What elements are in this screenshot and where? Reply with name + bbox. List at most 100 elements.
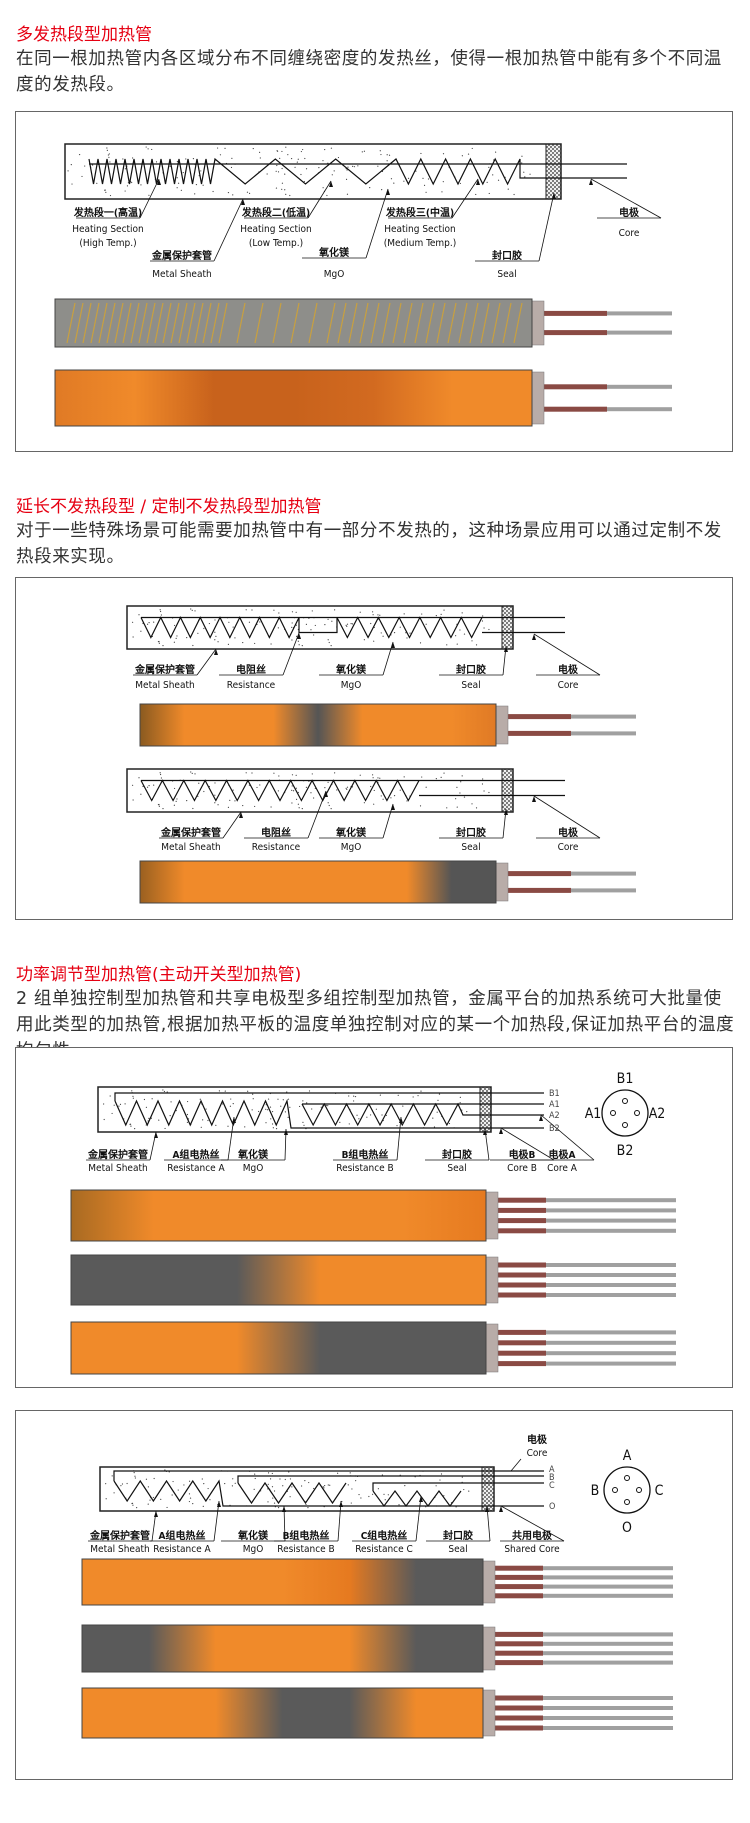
mgo-powder-dot <box>258 1110 260 1113</box>
heater-tube-photo <box>140 704 496 746</box>
mgo-powder-dot <box>291 639 293 641</box>
mgo-powder-dot <box>216 147 219 149</box>
tube-end-cap <box>482 1560 496 1604</box>
wire-lead <box>546 1351 676 1356</box>
mgo-powder-dot <box>443 609 445 611</box>
leader-line <box>196 648 217 676</box>
cold-zone-diagram: 金属保护套管 Metal Sheath 电阻丝 Resistance 氧化镁 MgO 封口胶… <box>126 605 636 904</box>
heater-tube-photo <box>55 370 532 426</box>
mgo-powder-dot <box>180 189 182 191</box>
mgo-powder-dot <box>381 1474 383 1476</box>
mgo-powder-dot <box>169 165 171 167</box>
mgo-powder-dot <box>217 641 219 643</box>
mgo-powder-dot <box>227 1125 229 1127</box>
core-wire-a <box>113 1470 544 1481</box>
mgo-powder-dot <box>363 802 365 804</box>
leader-line <box>337 1500 342 1542</box>
leader-arrow <box>217 1501 221 1507</box>
mgo-powder-dot <box>295 774 297 776</box>
mgo-powder-dot <box>488 166 490 168</box>
wire-insulation <box>494 1350 546 1356</box>
mgo-powder-dot <box>159 609 161 611</box>
section-title-multi-zone: 多发热段型加热管 <box>16 25 152 45</box>
label-en: Resistance A <box>167 1163 225 1174</box>
mgo-powder-dot <box>320 1106 322 1108</box>
mgo-powder-dot <box>369 187 371 189</box>
mgo-powder-dot <box>346 623 349 625</box>
metal-sheath-outline <box>126 768 514 813</box>
mgo-powder-dot <box>475 644 478 646</box>
mgo-powder-dot <box>133 1471 135 1474</box>
diagram-group: 发热段一(高温) Heating Section (High Temp.) 金属保护套… <box>54 143 672 427</box>
mgo-powder-dot <box>296 161 298 163</box>
terminal-pin <box>624 1499 630 1505</box>
leader-arrow <box>154 1511 158 1517</box>
mgo-powder-dot <box>459 1102 461 1104</box>
mgo-powder-dot <box>176 635 178 637</box>
wire-insulation <box>491 1641 543 1647</box>
mgo-powder-dot <box>346 788 348 790</box>
leader-arrow <box>232 1117 236 1123</box>
mgo-powder-dot <box>227 191 230 194</box>
mgo-powder-dot <box>305 623 307 625</box>
label-cn: B组电热丝 <box>342 1148 389 1161</box>
mgo-powder-dot <box>132 1095 134 1097</box>
mgo-powder-dot <box>328 641 330 644</box>
mgo-powder-dot <box>308 1481 310 1484</box>
mgo-powder-dot <box>300 173 302 176</box>
mgo-powder-dot <box>375 1108 377 1110</box>
heating-coil <box>491 302 501 344</box>
wire-lead <box>571 871 636 876</box>
label-cn: 氧化镁 <box>335 663 366 676</box>
mgo-powder-dot <box>275 1128 278 1130</box>
mgo-powder-dot <box>285 146 287 148</box>
mgo-powder-dot <box>132 157 134 159</box>
mgo-powder-dot <box>271 1486 274 1488</box>
mgo-powder-dot <box>529 173 531 175</box>
mgo-powder-dot <box>265 1108 267 1110</box>
mgo-powder-dot <box>284 1111 286 1113</box>
mgo-powder-dot <box>212 190 214 193</box>
mgo-powder-dot <box>160 777 162 779</box>
mgo-powder-dot <box>185 158 187 160</box>
mgo-powder-dot <box>291 802 293 804</box>
mgo-powder-dot <box>273 1502 276 1504</box>
mgo-powder-dot <box>497 179 500 181</box>
mgo-powder-dot <box>277 1098 279 1100</box>
wire-insulation <box>494 1197 546 1203</box>
mgo-powder-dot <box>297 803 299 805</box>
wire-lead <box>543 1593 673 1598</box>
mgo-powder-dot <box>202 1505 204 1507</box>
wire-lead <box>543 1726 673 1730</box>
seal-hatch <box>501 605 514 650</box>
wire-lead <box>546 1228 676 1233</box>
mgo-powder-dot <box>420 152 422 155</box>
label-cn: 氧化镁 <box>237 1148 268 1161</box>
mgo-powder-dot <box>158 1119 160 1121</box>
heater-tube-photo <box>82 1625 483 1672</box>
wire-insulation <box>491 1725 543 1731</box>
heating-coil <box>425 302 435 344</box>
wire-lead <box>607 311 672 316</box>
label-en: Core B <box>507 1163 537 1174</box>
mgo-powder-dot <box>205 1108 207 1110</box>
mgo-powder-dot <box>108 156 110 158</box>
mgo-powder-dot <box>105 1483 107 1485</box>
mgo-powder-dot <box>390 178 393 180</box>
heating-coil <box>254 302 264 344</box>
leader-arrow <box>297 633 301 639</box>
leader-line <box>307 790 327 839</box>
mgo-powder-dot <box>150 1117 152 1119</box>
mgo-powder-dot <box>108 153 110 155</box>
mgo-powder-dot <box>313 1487 315 1490</box>
leader-arrow <box>391 804 395 810</box>
mgo-powder-dot <box>281 167 283 170</box>
mgo-powder-dot <box>214 631 216 633</box>
mgo-powder-dot <box>372 614 374 616</box>
mgo-powder-dot <box>405 632 407 634</box>
leader-line <box>227 1116 235 1161</box>
mgo-powder-dot <box>304 1480 306 1482</box>
heating-coil <box>392 302 402 344</box>
mgo-powder-dot <box>308 1090 311 1092</box>
mgo-powder-dot <box>347 1484 349 1486</box>
